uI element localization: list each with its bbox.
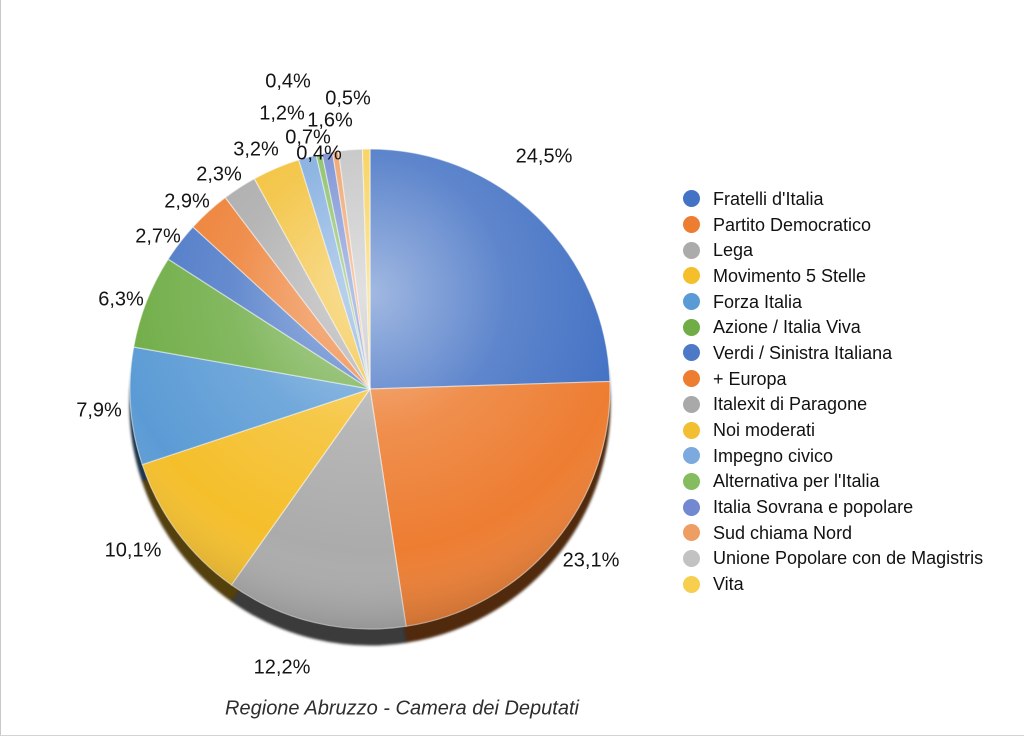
- legend-item-unione-popolare-con-de-magistris: Unione Popolare con de Magistris: [683, 546, 983, 572]
- pie-slices: [129, 148, 611, 630]
- legend-label: Partito Democratico: [713, 214, 872, 235]
- pie-label-fratelli-d-italia: 24,5%: [516, 145, 573, 167]
- legend-swatch-icon: [683, 293, 700, 311]
- legend-label: Forza Italia: [713, 291, 803, 312]
- pie-label-partito-democratico: 23,1%: [563, 549, 620, 571]
- legend-swatch-icon: [683, 241, 700, 259]
- legend-swatch-icon: [683, 447, 700, 465]
- legend-item-verdi-sinistra-italiana: Verdi / Sinistra Italiana: [683, 340, 983, 366]
- legend-label: Noi moderati: [713, 420, 816, 441]
- legend-label: Lega: [713, 240, 754, 261]
- legend-item-forza-italia: Forza Italia: [683, 289, 983, 315]
- legend-swatch-icon: [683, 575, 700, 593]
- legend-item-lega: Lega: [683, 237, 983, 263]
- legend-label: Verdi / Sinistra Italiana: [713, 342, 893, 363]
- pie-label-italia-sovrana-e-popolare: 0,7%: [285, 126, 331, 148]
- legend-swatch-icon: [683, 498, 700, 516]
- legend-swatch-icon: [683, 216, 700, 234]
- pie-slice-fratelli-d-italia: [369, 148, 611, 390]
- pie-label-forza-italia: 7,9%: [76, 399, 122, 421]
- legend-item-movimento-5-stelle: Movimento 5 Stelle: [683, 263, 983, 289]
- pie-label-vita: 0,5%: [325, 87, 371, 109]
- legend-label: + Europa: [713, 368, 787, 389]
- pie-label-impegno-civico: 1,2%: [259, 102, 305, 124]
- legend-item-azione-italia-viva: Azione / Italia Viva: [683, 314, 983, 340]
- legend-swatch-icon: [683, 395, 700, 413]
- legend-item-sud-chiama-nord: Sud chiama Nord: [683, 520, 983, 546]
- pie-label-verdi-sinistra-italiana: 2,7%: [135, 225, 181, 247]
- legend-swatch-icon: [683, 421, 700, 439]
- legend-label: Azione / Italia Viva: [713, 317, 861, 338]
- pie-slice-partito-democratico: [369, 380, 611, 627]
- pie-label-movimento-5-stelle: 10,1%: [105, 539, 162, 561]
- pie-label-lega: 12,2%: [254, 656, 311, 678]
- legend-item-europa: + Europa: [683, 366, 983, 392]
- legend-item-impegno-civico: Impegno civico: [683, 443, 983, 469]
- legend-label: Alternativa per l'Italia: [713, 471, 880, 492]
- pie-label-unione-popolare-con-de-magistris: 1,6%: [307, 109, 353, 131]
- pie-label-alternativa-per-l-italia: 0,4%: [265, 70, 311, 92]
- chart-title: Regione Abruzzo - Camera dei Deputati: [225, 697, 579, 720]
- legend-swatch-icon: [683, 472, 700, 490]
- legend-label: Movimento 5 Stelle: [713, 265, 867, 286]
- legend-item-partito-democratico: Partito Democratico: [683, 212, 983, 238]
- pie-label-sud-chiama-nord: 0,4%: [296, 142, 342, 164]
- pie-label-noi-moderati: 3,2%: [233, 138, 279, 160]
- legend-swatch-icon: [683, 344, 700, 362]
- legend-item-italexit-di-paragone: Italexit di Paragone: [683, 392, 983, 418]
- legend-label: Sud chiama Nord: [713, 522, 853, 543]
- legend-swatch-icon: [683, 524, 700, 542]
- legend-swatch-icon: [683, 267, 700, 285]
- pie-label-italexit-di-paragone: 2,3%: [196, 163, 242, 185]
- legend-label: Impegno civico: [713, 445, 834, 466]
- legend-label: Unione Popolare con de Magistris: [713, 548, 984, 569]
- legend-swatch-icon: [683, 370, 700, 388]
- pie-label-azione-italia-viva: 6,3%: [98, 288, 144, 310]
- legend-item-alternativa-per-l-italia: Alternativa per l'Italia: [683, 469, 983, 495]
- pie-percentage-labels: 24,5% 23,1% 12,2% 10,1% 7,9% 6,3% 2,7% 2,9% 2,3%…: [76, 70, 619, 678]
- legend-label: Vita: [713, 574, 744, 595]
- legend-swatch-icon: [683, 190, 700, 208]
- legend-label: Italexit di Paragone: [713, 394, 868, 415]
- legend-label: Italia Sovrana e popolare: [713, 497, 914, 518]
- legend-label: Fratelli d'Italia: [713, 188, 824, 209]
- legend-item-italia-sovrana-e-popolare: Italia Sovrana e popolare: [683, 494, 983, 520]
- legend-swatch-icon: [683, 549, 700, 567]
- legend-item-vita: Vita: [683, 571, 983, 597]
- legend-item-noi-moderati: Noi moderati: [683, 417, 983, 443]
- legend-swatch-icon: [683, 318, 700, 336]
- pie-label-europa: 2,9%: [164, 190, 210, 212]
- chart-legend: Fratelli d'Italia Partito Democratico Lega…: [683, 186, 983, 597]
- legend-item-fratelli-d-italia: Fratelli d'Italia: [683, 186, 983, 212]
